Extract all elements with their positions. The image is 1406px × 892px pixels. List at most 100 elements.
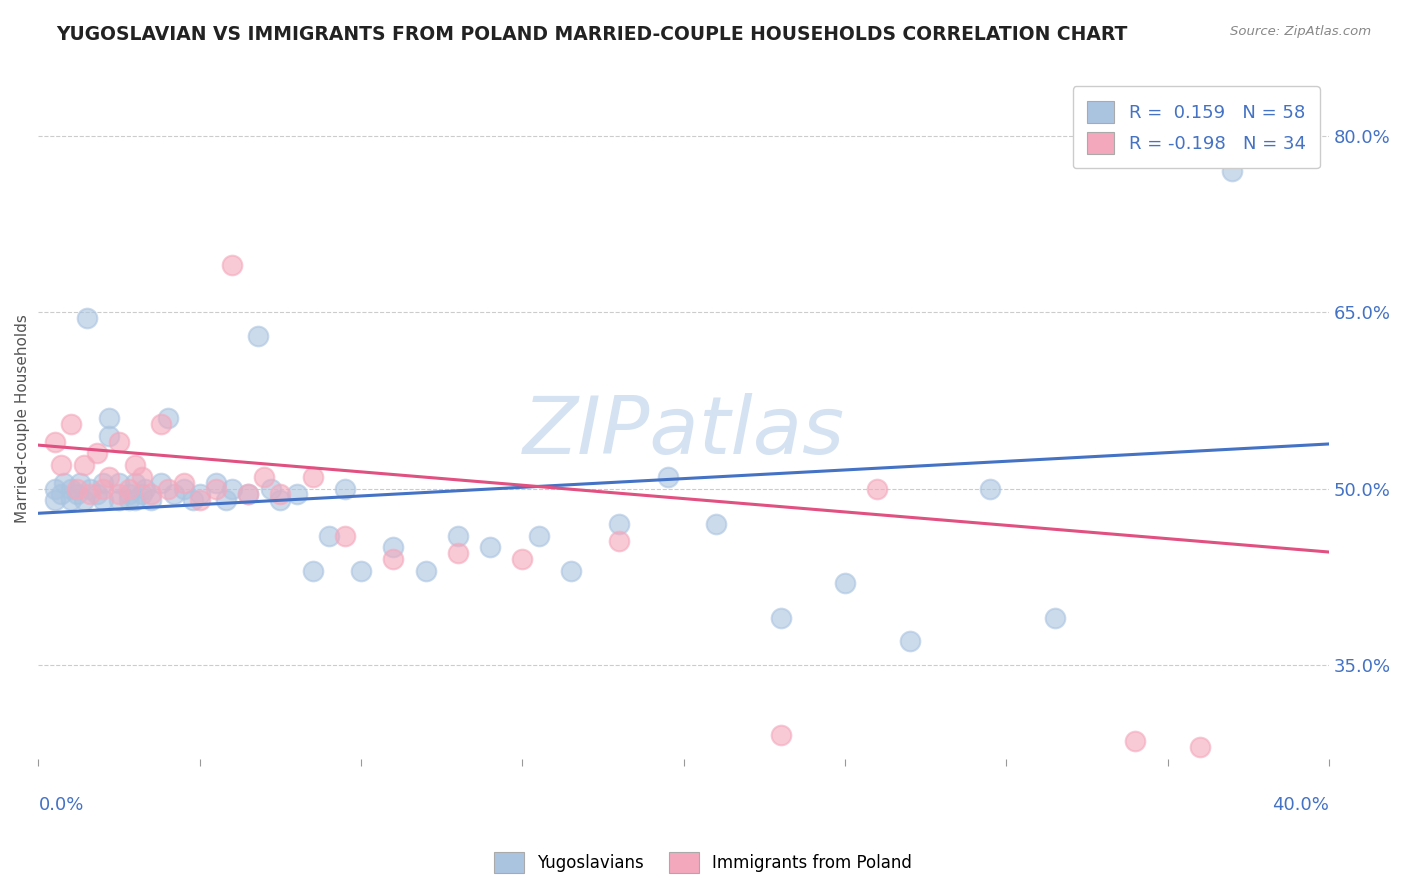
Point	[44, 493, 66, 508]
Point	[79, 482, 101, 496]
Point	[333, 528, 356, 542]
Text: YUGOSLAVIAN VS IMMIGRANTS FROM POLAND MARRIED-COUPLE HOUSEHOLDS CORRELATION CHAR: YUGOSLAVIAN VS IMMIGRANTS FROM POLAND MA…	[56, 25, 1128, 44]
Point	[1188, 739, 1211, 754]
Point	[301, 470, 323, 484]
Point	[124, 458, 146, 472]
Point	[141, 487, 163, 501]
Point	[76, 311, 98, 326]
Point	[72, 458, 94, 472]
Point	[124, 493, 146, 508]
Point	[512, 552, 534, 566]
Point	[131, 470, 153, 484]
Point	[131, 487, 153, 501]
Point	[238, 487, 260, 501]
Point	[91, 493, 114, 508]
Point	[108, 434, 131, 449]
Point	[118, 487, 141, 501]
Point	[44, 482, 66, 496]
Point	[527, 528, 550, 542]
Legend: Yugoslavians, Immigrants from Poland: Yugoslavians, Immigrants from Poland	[488, 846, 918, 880]
Point	[98, 428, 121, 442]
Point	[269, 493, 291, 508]
Point	[188, 487, 211, 501]
Point	[866, 482, 889, 496]
Point	[1125, 734, 1147, 748]
Point	[59, 482, 82, 496]
Point	[66, 482, 89, 496]
Point	[49, 487, 72, 501]
Point	[108, 487, 131, 501]
Point	[156, 482, 179, 496]
Point	[163, 487, 186, 501]
Point	[69, 475, 91, 490]
Text: Source: ZipAtlas.com: Source: ZipAtlas.com	[1230, 25, 1371, 38]
Point	[53, 475, 76, 490]
Point	[150, 417, 173, 431]
Point	[607, 534, 630, 549]
Point	[479, 541, 502, 555]
Point	[382, 541, 405, 555]
Point	[118, 482, 141, 496]
Point	[769, 728, 792, 742]
Point	[134, 482, 156, 496]
Point	[560, 564, 582, 578]
Point	[301, 564, 323, 578]
Text: 40.0%: 40.0%	[1272, 797, 1329, 814]
Point	[214, 493, 236, 508]
Point	[98, 411, 121, 425]
Point	[124, 475, 146, 490]
Point	[59, 417, 82, 431]
Point	[318, 528, 340, 542]
Point	[269, 487, 291, 501]
Point	[382, 552, 405, 566]
Point	[173, 475, 195, 490]
Point	[447, 528, 470, 542]
Point	[246, 329, 269, 343]
Point	[898, 634, 921, 648]
Point	[91, 475, 114, 490]
Point	[333, 482, 356, 496]
Text: 0.0%: 0.0%	[38, 797, 84, 814]
Point	[86, 446, 108, 460]
Point	[834, 575, 856, 590]
Text: ZIPatlas: ZIPatlas	[523, 392, 845, 471]
Point	[221, 482, 243, 496]
Point	[108, 475, 131, 490]
Legend: R =  0.159   N = 58, R = -0.198   N = 34: R = 0.159 N = 58, R = -0.198 N = 34	[1073, 87, 1320, 169]
Point	[1220, 164, 1243, 178]
Point	[118, 493, 141, 508]
Point	[238, 487, 260, 501]
Point	[769, 611, 792, 625]
Point	[285, 487, 308, 501]
Point	[156, 411, 179, 425]
Point	[607, 516, 630, 531]
Point	[205, 482, 228, 496]
Point	[260, 482, 283, 496]
Point	[415, 564, 437, 578]
Point	[66, 487, 89, 501]
Point	[188, 493, 211, 508]
Point	[221, 259, 243, 273]
Point	[44, 434, 66, 449]
Point	[59, 493, 82, 508]
Point	[205, 475, 228, 490]
Y-axis label: Married-couple Households: Married-couple Households	[15, 314, 30, 523]
Point	[657, 470, 679, 484]
Point	[86, 487, 108, 501]
Point	[1043, 611, 1066, 625]
Point	[447, 546, 470, 560]
Point	[704, 516, 727, 531]
Point	[253, 470, 276, 484]
Point	[350, 564, 373, 578]
Point	[79, 487, 101, 501]
Point	[108, 493, 131, 508]
Point	[173, 482, 195, 496]
Point	[141, 493, 163, 508]
Point	[150, 475, 173, 490]
Point	[72, 493, 94, 508]
Point	[979, 482, 1001, 496]
Point	[183, 493, 205, 508]
Point	[98, 470, 121, 484]
Point	[49, 458, 72, 472]
Point	[91, 482, 114, 496]
